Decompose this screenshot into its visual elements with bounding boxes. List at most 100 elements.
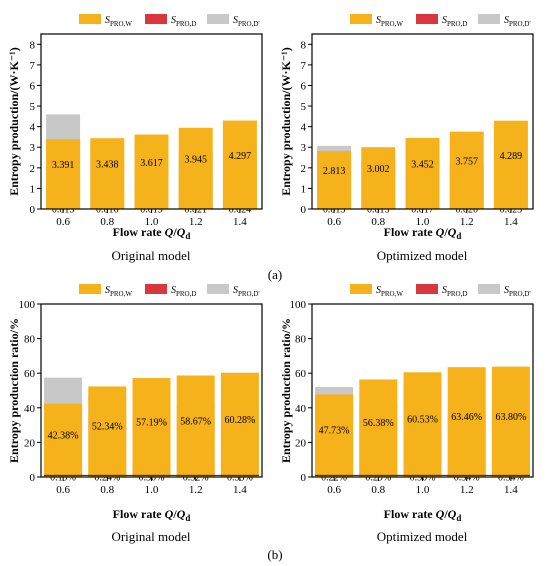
y-tick-label: 4	[301, 122, 307, 134]
bar-group-1.2: 36.20%0.34%63.46%	[447, 367, 486, 483]
data-label: 3.002	[367, 164, 390, 175]
x-axis-title: Flow rate Q/Qd	[384, 225, 462, 241]
y-axis-title: Entropy production/(W·K⁻¹)	[279, 47, 293, 196]
x-tick-label: 0.8	[100, 484, 114, 496]
x-tick-label: 0.8	[371, 216, 385, 228]
data-label: 60.53%	[407, 415, 438, 426]
y-tick-label: 6	[30, 80, 36, 92]
bar-segment-w	[317, 151, 352, 209]
bar-group-1.4: 39.39%0.33%60.28%	[220, 372, 259, 483]
panel-caption: Optimized model	[377, 529, 468, 544]
y-axis-title: Entropy production/(W·K⁻¹)	[7, 47, 21, 196]
bar-group-0.8: 47.42%0.24%52.34%	[88, 386, 127, 484]
x-tick-label: 1.0	[145, 216, 159, 228]
data-label: 3.452	[411, 159, 434, 170]
x-tick-label: 1.4	[233, 484, 247, 496]
data-label: 58.67%	[180, 416, 211, 427]
legend-swatch	[416, 284, 438, 294]
bar-segment-w	[315, 394, 354, 477]
x-tick-label: 0.6	[327, 216, 341, 228]
x-tick-label: 1.4	[504, 216, 518, 228]
data-label: 56.38%	[363, 418, 394, 429]
y-tick-label: 60	[24, 368, 36, 380]
legend-swatch	[145, 284, 167, 294]
legend-swatch	[416, 14, 438, 24]
panel-label-b: (b)	[267, 547, 282, 562]
panel-caption: Original model	[111, 529, 190, 544]
y-tick-label: 100	[19, 299, 36, 311]
legend-label: SPRO,W	[376, 15, 403, 28]
legend: SPRO,W SPRO,D SPRO,D'	[350, 14, 531, 28]
data-label: 3.617	[140, 158, 163, 169]
y-tick-label: 8	[301, 39, 307, 51]
data-label: 4.289	[500, 151, 523, 162]
legend-label: SPRO,D'	[233, 15, 260, 28]
bar-segment-w	[493, 120, 528, 209]
x-tick-label: 1.2	[189, 484, 203, 496]
legend-swatch	[478, 284, 500, 294]
legend-label: SPRO,W	[105, 285, 132, 298]
bar-group-1.4: 35.86%0.34%63.80%	[491, 366, 530, 483]
bar-segment-w	[403, 372, 442, 477]
y-tick-label: 0	[301, 204, 307, 216]
legend-label: SPRO,D	[442, 285, 467, 298]
bar-segment-w	[176, 375, 215, 477]
bar-segment-w	[359, 379, 398, 477]
x-tick-label: 0.8	[100, 216, 114, 228]
y-tick-label: 60	[295, 368, 307, 380]
bar-group-0.6: 57.43%0.19%42.38%	[44, 377, 83, 484]
legend: SPRO,W SPRO,D SPRO,D'	[79, 14, 260, 28]
x-tick-label: 1.0	[416, 484, 430, 496]
y-tick-label: 20	[295, 437, 307, 449]
y-tick-label: 40	[295, 403, 307, 415]
bar-segment-w	[88, 386, 127, 477]
bar-segment-w	[132, 378, 171, 477]
bar-segment-w	[220, 372, 259, 477]
x-tick-label: 1.4	[504, 484, 518, 496]
y-tick-label: 0	[30, 472, 36, 484]
data-label: 2.813	[323, 166, 346, 177]
y-tick-label: 80	[24, 334, 36, 346]
legend-label: SPRO,D'	[504, 15, 531, 28]
x-tick-label: 1.2	[189, 216, 203, 228]
bar-segment-w	[449, 131, 484, 209]
y-tick-label: 2	[30, 163, 36, 175]
data-label: 63.80%	[495, 412, 526, 423]
bar-segment-w	[491, 366, 530, 477]
y-tick-label: 1	[30, 183, 36, 195]
bar-segment-w	[361, 147, 396, 209]
y-axis-title: Entropy production ratio/%	[279, 318, 293, 463]
y-tick-label: 1	[301, 183, 307, 195]
data-label: 52.34%	[92, 422, 123, 433]
x-tick-label: 1.0	[416, 216, 430, 228]
x-tick-label: 0.6	[327, 484, 341, 496]
x-axis-title: Flow rate Q/Qd	[113, 225, 191, 241]
data-label: 57.19%	[136, 418, 167, 429]
bar-group-1.2: 41.01%0.32%58.67%	[176, 375, 215, 483]
y-tick-label: 20	[24, 437, 36, 449]
x-tick-label: 1.2	[460, 216, 474, 228]
bar-group-1.0: 39.18%0.30%60.53%	[403, 372, 442, 483]
bar-segment-w	[46, 139, 81, 209]
bar-segment-w	[134, 134, 169, 209]
y-tick-label: 2	[301, 163, 307, 175]
chart-panel-b-original: 57.43%0.19%42.38%47.42%0.24%52.34%42.51%…	[7, 284, 263, 544]
legend: SPRO,W SPRO,D SPRO,D'	[350, 284, 531, 298]
bar-segment-w	[222, 120, 257, 209]
y-tick-label: 8	[30, 39, 36, 51]
x-tick-label: 0.6	[56, 216, 70, 228]
x-axis-title: Flow rate Q/Qd	[113, 507, 191, 523]
legend-label: SPRO,D	[171, 285, 196, 298]
y-tick-label: 0	[30, 204, 36, 216]
legend-swatch	[350, 284, 372, 294]
y-tick-label: 7	[30, 60, 36, 72]
bar-segment-w	[178, 127, 213, 209]
